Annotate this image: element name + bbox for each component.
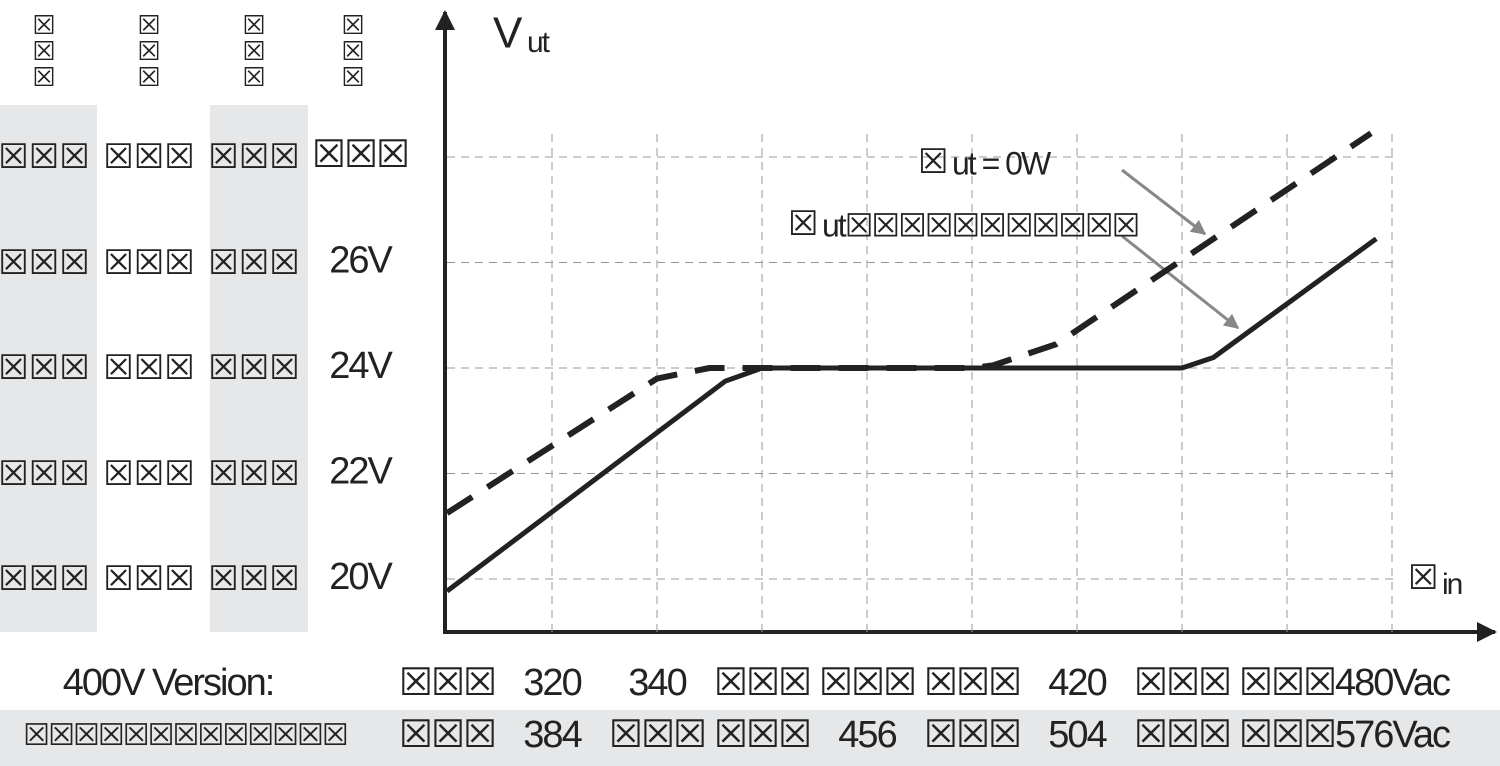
x-tick-label-row2: ☒☒☒ xyxy=(609,714,705,756)
x-tick-label: ☒☒☒ xyxy=(819,662,915,704)
column-label: ☒☒☒ xyxy=(103,138,195,176)
column-header: ☒☒☒ xyxy=(137,10,161,92)
x-tick-label-row2: 576Vac xyxy=(1335,714,1450,756)
x-tick-label-row2: 384 xyxy=(523,714,582,756)
x-tick-label-row2: 456 xyxy=(838,714,896,756)
x-row-label: 400V Version: xyxy=(63,662,274,704)
x-tick-label-row2: ☒☒☒ xyxy=(714,714,810,756)
series-label: ☒ xyxy=(918,143,946,181)
y-axis-label: V xyxy=(493,9,523,58)
x-tick-label: ☒☒☒ xyxy=(1134,662,1230,704)
y-tick-label: 24V xyxy=(329,345,393,387)
column-label: ☒☒☒ xyxy=(0,349,90,387)
column-label: ☒☒☒ xyxy=(208,454,300,493)
column-band xyxy=(210,105,308,632)
annotation-arrow xyxy=(1121,168,1207,236)
column-header: ☒☒☒ xyxy=(32,10,56,92)
y-tick-label: 20V xyxy=(329,556,393,598)
x-tick-label: 320 xyxy=(523,662,581,704)
row-band xyxy=(0,710,1500,766)
column-label: ☒☒☒ xyxy=(208,243,300,282)
x-axis-label: in xyxy=(1442,568,1462,601)
column-label: ☒☒☒ xyxy=(208,138,300,176)
series-label: ut☒☒☒☒☒☒☒☒☒☒☒ xyxy=(822,207,1138,243)
series-label: ut = 0W xyxy=(952,145,1052,181)
x-tick-label-row2: ☒☒☒ xyxy=(399,714,495,756)
y-tick-label: 26V xyxy=(329,240,393,282)
y-tick-label: ☒☒☒ xyxy=(312,134,408,176)
x-tick-label-row2: ☒☒☒ xyxy=(924,714,1020,756)
column-label: ☒☒☒ xyxy=(208,560,300,598)
column-header: ☒☒☒ xyxy=(242,10,266,92)
x-tick-label: 480Vac xyxy=(1335,662,1450,704)
x-tick-label: ☒☒☒ xyxy=(714,662,810,704)
y-tick-header: ☒☒☒ xyxy=(341,10,365,92)
y-tick-label: 22V xyxy=(329,451,393,493)
column-band xyxy=(0,105,97,632)
x-tick-label: ☒☒☒ xyxy=(924,662,1020,704)
x-tick-label-row2: 504 xyxy=(1048,714,1107,756)
x-tick-label: ☒☒☒ xyxy=(399,662,495,704)
column-label: ☒☒☒ xyxy=(0,454,90,493)
x-axis-label: ☒ xyxy=(1408,559,1436,597)
x-tick-label-row2: ☒☒☒ xyxy=(1134,714,1230,756)
series-line xyxy=(445,236,1378,594)
x-tick-label-row2: ☒☒☒ xyxy=(1239,714,1335,756)
x-tick-label: ☒☒☒ xyxy=(1239,662,1335,704)
annotation-arrow xyxy=(1121,234,1240,330)
column-label: ☒☒☒ xyxy=(103,349,195,387)
column-label: ☒☒☒ xyxy=(0,560,90,598)
column-label: ☒☒☒ xyxy=(103,454,195,493)
x-tick-label: 420 xyxy=(1048,662,1106,704)
x-tick-label: 340 xyxy=(628,662,686,704)
column-label: ☒☒☒ xyxy=(0,138,90,176)
column-label: ☒☒☒ xyxy=(103,243,195,282)
column-label: ☒☒☒ xyxy=(103,560,195,598)
y-axis-label: ut xyxy=(527,26,551,59)
column-label: ☒☒☒ xyxy=(208,349,300,387)
column-label: ☒☒☒ xyxy=(0,243,90,282)
x-row-label: ☒☒☒☒☒☒☒☒☒☒☒☒☒ xyxy=(23,719,347,752)
series-label: ☒ xyxy=(788,205,816,243)
